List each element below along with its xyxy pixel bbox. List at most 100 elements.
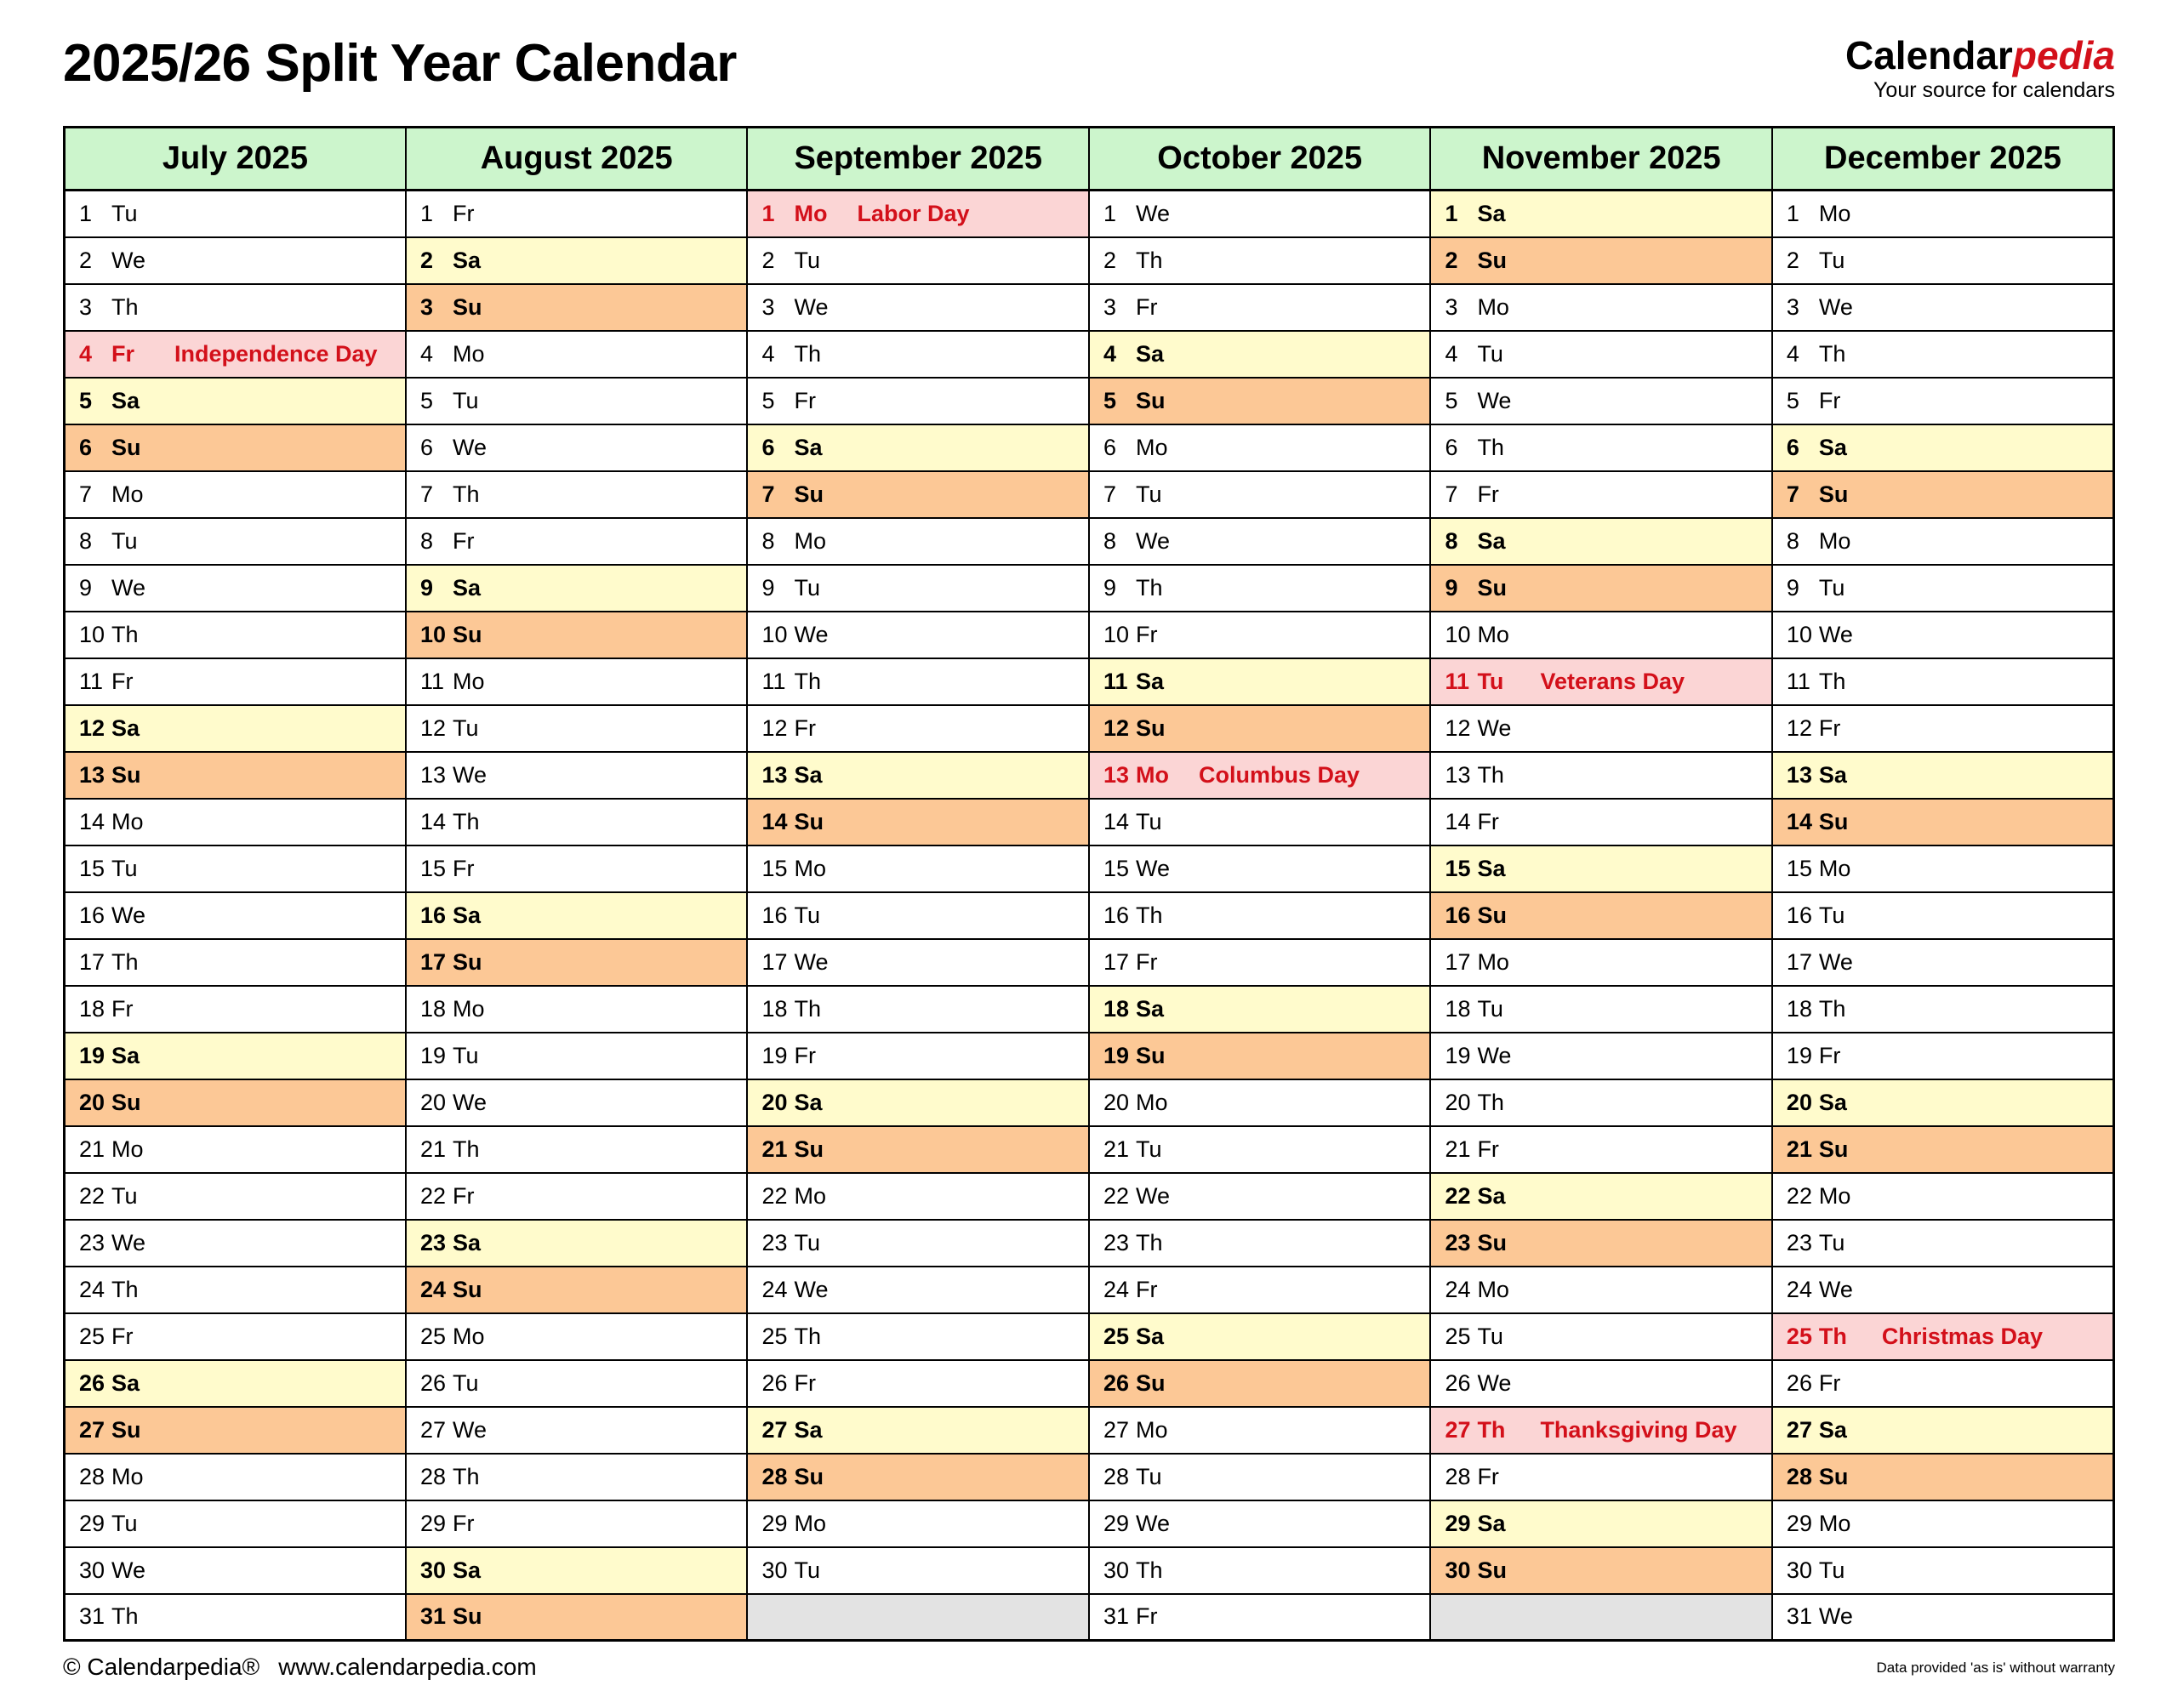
day-cell[interactable]: 11 Th bbox=[746, 657, 1090, 706]
day-cell[interactable]: 26 Fr bbox=[746, 1358, 1090, 1408]
day-cell[interactable]: 8 Tu bbox=[63, 516, 407, 566]
day-cell[interactable]: 27 Su bbox=[63, 1405, 407, 1455]
day-cell[interactable]: 9 Su bbox=[1429, 563, 1773, 612]
day-cell[interactable]: 20 Su bbox=[63, 1078, 407, 1127]
day-cell[interactable]: 22 Fr bbox=[404, 1171, 749, 1221]
day-cell[interactable]: 1 We bbox=[1087, 189, 1432, 238]
day-cell[interactable]: 17 Fr bbox=[1087, 937, 1432, 987]
day-cell[interactable]: 17 Su bbox=[404, 937, 749, 987]
day-cell[interactable]: 23 We bbox=[63, 1218, 407, 1267]
day-cell[interactable]: 23 Sa bbox=[404, 1218, 749, 1267]
day-cell[interactable]: 29 Tu bbox=[63, 1499, 407, 1548]
day-cell[interactable]: 16 Th bbox=[1087, 891, 1432, 940]
day-cell[interactable]: 20 Mo bbox=[1087, 1078, 1432, 1127]
day-cell[interactable]: 31 Th bbox=[63, 1592, 407, 1642]
day-cell[interactable]: 1 Fr bbox=[404, 189, 749, 238]
day-cell[interactable]: 11 Fr bbox=[63, 657, 407, 706]
day-cell[interactable]: 25 Th Christmas Day bbox=[1770, 1312, 2115, 1361]
day-cell[interactable]: 10 Mo bbox=[1429, 610, 1773, 659]
day-cell[interactable]: 8 Fr bbox=[404, 516, 749, 566]
day-cell[interactable]: 27 Sa bbox=[1770, 1405, 2115, 1455]
day-cell[interactable]: 12 We bbox=[1429, 703, 1773, 753]
day-cell[interactable]: 3 We bbox=[746, 282, 1090, 332]
day-cell[interactable]: 16 Tu bbox=[746, 891, 1090, 940]
day-cell[interactable]: 16 Su bbox=[1429, 891, 1773, 940]
day-cell[interactable]: 5 We bbox=[1429, 376, 1773, 425]
day-cell[interactable]: 12 Fr bbox=[746, 703, 1090, 753]
day-cell[interactable]: 15 Sa bbox=[1429, 844, 1773, 893]
day-cell[interactable]: 30 We bbox=[63, 1546, 407, 1595]
day-cell[interactable]: 21 Fr bbox=[1429, 1124, 1773, 1174]
day-cell[interactable]: 7 Mo bbox=[63, 470, 407, 519]
day-cell[interactable]: 17 Mo bbox=[1429, 937, 1773, 987]
day-cell[interactable]: 10 We bbox=[746, 610, 1090, 659]
day-cell[interactable]: 14 Mo bbox=[63, 797, 407, 846]
day-cell[interactable]: 4 Th bbox=[1770, 329, 2115, 379]
day-cell[interactable]: 25 Fr bbox=[63, 1312, 407, 1361]
day-cell[interactable]: 2 Th bbox=[1087, 236, 1432, 285]
day-cell[interactable]: 6 We bbox=[404, 423, 749, 472]
day-cell[interactable]: 17 Th bbox=[63, 937, 407, 987]
day-cell[interactable]: 10 Fr bbox=[1087, 610, 1432, 659]
day-cell[interactable]: 22 Sa bbox=[1429, 1171, 1773, 1221]
day-cell[interactable]: 17 We bbox=[1770, 937, 2115, 987]
day-cell[interactable]: 13 Th bbox=[1429, 750, 1773, 800]
day-cell[interactable]: 24 We bbox=[746, 1265, 1090, 1314]
day-cell[interactable]: 7 Th bbox=[404, 470, 749, 519]
day-cell[interactable]: 9 Sa bbox=[404, 563, 749, 612]
day-cell[interactable]: 28 Mo bbox=[63, 1452, 407, 1501]
day-cell[interactable]: 5 Fr bbox=[746, 376, 1090, 425]
day-cell[interactable]: 8 We bbox=[1087, 516, 1432, 566]
day-cell[interactable]: 2 Tu bbox=[746, 236, 1090, 285]
day-cell[interactable]: 20 Sa bbox=[1770, 1078, 2115, 1127]
day-cell[interactable]: 24 We bbox=[1770, 1265, 2115, 1314]
day-cell[interactable]: 30 Sa bbox=[404, 1546, 749, 1595]
day-cell[interactable]: 25 Tu bbox=[1429, 1312, 1773, 1361]
day-cell[interactable]: 7 Su bbox=[1770, 470, 2115, 519]
day-cell[interactable]: 28 Su bbox=[1770, 1452, 2115, 1501]
website-link[interactable]: www.calendarpedia.com bbox=[278, 1654, 537, 1680]
day-cell[interactable]: 4 Th bbox=[746, 329, 1090, 379]
day-cell[interactable]: 21 Tu bbox=[1087, 1124, 1432, 1174]
day-cell[interactable]: 29 Fr bbox=[404, 1499, 749, 1548]
day-cell[interactable]: 31 Su bbox=[404, 1592, 749, 1642]
day-cell[interactable]: 3 Su bbox=[404, 282, 749, 332]
day-cell[interactable]: 3 Mo bbox=[1429, 282, 1773, 332]
day-cell[interactable]: 26 Su bbox=[1087, 1358, 1432, 1408]
day-cell[interactable]: 23 Tu bbox=[746, 1218, 1090, 1267]
day-cell[interactable]: 14 Su bbox=[1770, 797, 2115, 846]
day-cell[interactable]: 18 Th bbox=[1770, 984, 2115, 1033]
day-cell[interactable]: 30 Tu bbox=[1770, 1546, 2115, 1595]
day-cell[interactable]: 27 Sa bbox=[746, 1405, 1090, 1455]
day-cell[interactable]: 5 Sa bbox=[63, 376, 407, 425]
day-cell[interactable]: 8 Mo bbox=[1770, 516, 2115, 566]
day-cell[interactable]: 2 Sa bbox=[404, 236, 749, 285]
day-cell[interactable]: 13 Sa bbox=[746, 750, 1090, 800]
day-cell[interactable]: 29 We bbox=[1087, 1499, 1432, 1548]
day-cell[interactable]: 6 Mo bbox=[1087, 423, 1432, 472]
day-cell[interactable]: 30 Su bbox=[1429, 1546, 1773, 1595]
day-cell[interactable]: 30 Tu bbox=[746, 1546, 1090, 1595]
day-cell[interactable]: 20 Sa bbox=[746, 1078, 1090, 1127]
day-cell[interactable]: 2 Su bbox=[1429, 236, 1773, 285]
day-cell[interactable]: 16 Tu bbox=[1770, 891, 2115, 940]
day-cell[interactable]: 18 Sa bbox=[1087, 984, 1432, 1033]
day-cell[interactable]: 17 We bbox=[746, 937, 1090, 987]
day-cell[interactable]: 7 Fr bbox=[1429, 470, 1773, 519]
day-cell[interactable]: 5 Tu bbox=[404, 376, 749, 425]
day-cell[interactable]: 12 Fr bbox=[1770, 703, 2115, 753]
day-cell[interactable]: 28 Su bbox=[746, 1452, 1090, 1501]
day-cell[interactable]: 15 We bbox=[1087, 844, 1432, 893]
day-cell[interactable]: 26 Tu bbox=[404, 1358, 749, 1408]
day-cell[interactable]: 27 We bbox=[404, 1405, 749, 1455]
day-cell[interactable]: 18 Tu bbox=[1429, 984, 1773, 1033]
day-cell[interactable]: 9 Th bbox=[1087, 563, 1432, 612]
day-cell[interactable]: 25 Th bbox=[746, 1312, 1090, 1361]
day-cell[interactable]: 14 Tu bbox=[1087, 797, 1432, 846]
day-cell[interactable]: 30 Th bbox=[1087, 1546, 1432, 1595]
day-cell[interactable]: 22 Mo bbox=[746, 1171, 1090, 1221]
day-cell[interactable]: 22 We bbox=[1087, 1171, 1432, 1221]
day-cell[interactable]: 15 Tu bbox=[63, 844, 407, 893]
day-cell[interactable]: 20 Th bbox=[1429, 1078, 1773, 1127]
day-cell[interactable]: 13 Mo Columbus Day bbox=[1087, 750, 1432, 800]
